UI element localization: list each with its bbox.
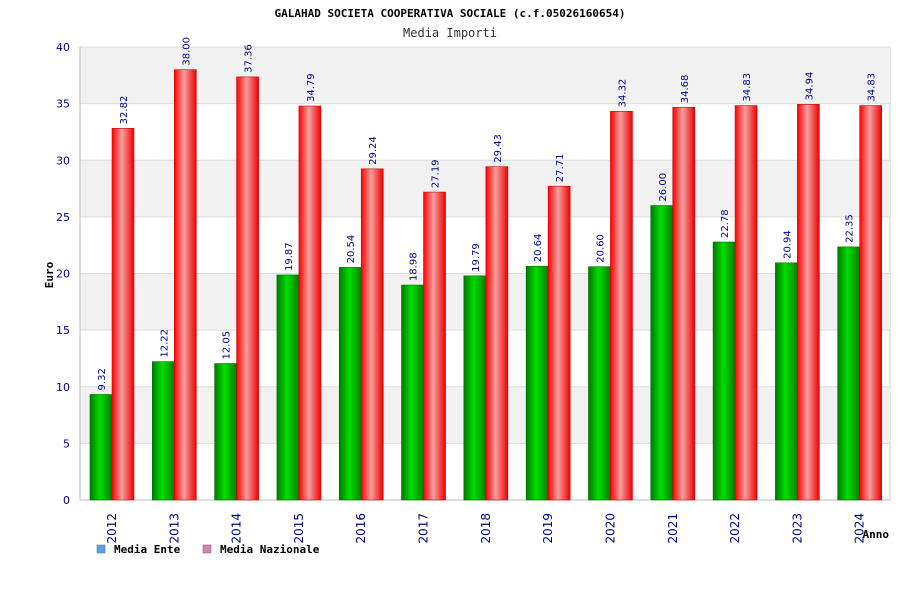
- bar-media-ente: [837, 246, 860, 501]
- bar-media-nazionale: [672, 106, 696, 501]
- data-label: 12.05: [222, 331, 233, 360]
- y-axis-label: Euro: [43, 261, 56, 288]
- legend-swatch: [202, 544, 212, 554]
- bar-media-nazionale: [174, 69, 197, 501]
- y-tick-label: 40: [56, 41, 70, 54]
- bar-media-ente: [463, 275, 487, 501]
- data-label: 20.60: [595, 234, 606, 263]
- chart-title: GALAHAD SOCIETA COOPERATIVA SOCIALE (c.f…: [275, 7, 626, 20]
- bar-media-ente: [338, 267, 362, 501]
- bar-media-ente: [712, 241, 736, 501]
- x-tick-label: 2012: [105, 513, 119, 544]
- bar-media-nazionale: [111, 128, 135, 501]
- y-tick-label: 5: [63, 437, 70, 450]
- y-tick-label: 30: [56, 154, 70, 167]
- x-tick-label: 2014: [230, 513, 244, 544]
- bar-media-ente: [89, 394, 113, 501]
- x-tick-label: 2020: [603, 513, 617, 544]
- bar-media-nazionale: [423, 191, 446, 501]
- x-tick-label: 2019: [541, 513, 555, 544]
- chart-subtitle: Media Importi: [403, 26, 497, 40]
- bar-media-nazionale: [734, 105, 758, 501]
- x-tick-label: 2013: [167, 513, 181, 544]
- data-label: 9.32: [97, 368, 108, 390]
- data-label: 20.54: [346, 235, 357, 264]
- bar-media-nazionale: [547, 185, 571, 501]
- bar-media-ente: [152, 361, 175, 501]
- bar-media-ente: [588, 266, 611, 501]
- x-tick-label: 2023: [790, 513, 804, 544]
- data-label: 34.94: [804, 72, 815, 101]
- data-label: 26.00: [658, 173, 669, 202]
- data-label: 38.00: [181, 37, 192, 66]
- data-label: 19.87: [284, 242, 295, 271]
- x-tick-label: 2018: [479, 513, 493, 544]
- data-label: 27.71: [555, 154, 566, 183]
- data-label: 34.83: [742, 73, 753, 102]
- bar-media-nazionale: [859, 105, 882, 501]
- bar-media-ente: [401, 284, 424, 501]
- data-label: 20.64: [533, 234, 544, 263]
- data-label: 34.83: [867, 73, 878, 102]
- y-tick-label: 0: [63, 494, 70, 507]
- data-label: 22.35: [845, 214, 856, 243]
- y-tick-label: 10: [56, 381, 70, 394]
- data-label: 19.79: [471, 243, 482, 272]
- data-label: 34.32: [617, 79, 628, 108]
- bar-media-ente: [775, 262, 798, 501]
- bar-media-ente: [214, 363, 237, 501]
- y-tick-label: 15: [56, 324, 70, 337]
- bar-media-nazionale: [298, 105, 322, 501]
- x-tick-label: 2017: [417, 513, 431, 544]
- x-tick-label: 2015: [292, 513, 306, 544]
- legend-label: Media Nazionale: [220, 543, 320, 556]
- x-tick-label: 2024: [853, 513, 867, 544]
- x-tick-labels: 2012 2013 2014 2015 2016 2017 2018 2019 2020 2021…: [105, 513, 867, 544]
- bar-media-ente: [276, 274, 300, 501]
- y-tick-label: 35: [56, 98, 70, 111]
- data-labels: 9.32 32.82 12.22 38.00 12.05 37.36 19.87 34.79 2…: [97, 37, 878, 390]
- bar-media-ente: [650, 205, 674, 501]
- data-label: 20.94: [782, 230, 793, 259]
- bar-media-nazionale: [236, 76, 259, 501]
- x-tick-label: 2021: [666, 513, 680, 544]
- bar-media-nazionale: [610, 111, 633, 501]
- bar-media-ente: [525, 265, 549, 501]
- bar-media-nazionale: [360, 168, 384, 501]
- x-tick-label: 2016: [354, 513, 368, 544]
- grid-band: [80, 47, 890, 104]
- data-label: 32.82: [119, 96, 130, 125]
- grid-band: [80, 160, 890, 217]
- data-label: 27.19: [431, 159, 442, 188]
- data-label: 34.79: [306, 73, 317, 102]
- bar-media-nazionale: [797, 104, 820, 501]
- data-label: 34.68: [680, 75, 691, 104]
- data-label: 29.24: [368, 136, 379, 165]
- y-tick-labels: 0 5 10 15 20 25 30 35 40: [56, 41, 70, 507]
- x-axis-label: Anno: [863, 528, 890, 541]
- x-tick-label: 2022: [728, 513, 742, 544]
- bar-media-nazionale: [485, 166, 509, 501]
- data-label: 22.78: [720, 209, 731, 238]
- legend-swatch: [96, 544, 106, 554]
- data-label: 29.43: [493, 134, 504, 163]
- data-label: 12.22: [159, 329, 170, 358]
- bars: [89, 69, 882, 501]
- y-tick-label: 25: [56, 211, 70, 224]
- data-label: 18.98: [409, 252, 420, 281]
- legend: Media Ente Media Nazionale: [96, 543, 320, 556]
- data-label: 37.36: [244, 44, 255, 73]
- legend-label: Media Ente: [114, 543, 181, 556]
- y-tick-label: 20: [56, 268, 70, 281]
